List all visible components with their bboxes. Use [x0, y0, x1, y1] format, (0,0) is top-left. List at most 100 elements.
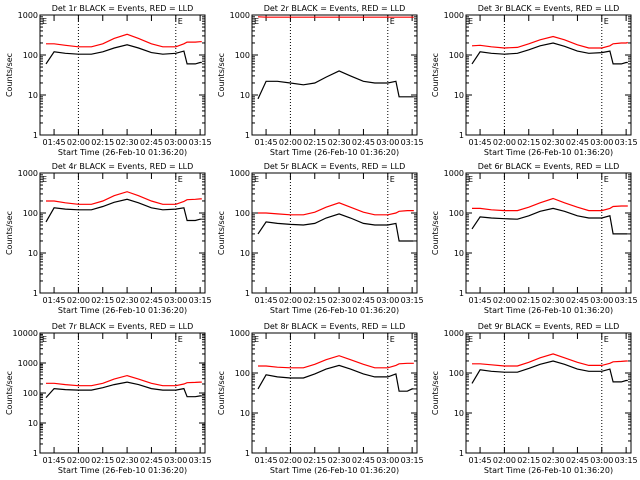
y-tick-label: 1: [245, 449, 250, 458]
y-tick-label: 1000: [444, 11, 464, 20]
x-tick-label: 02:45: [566, 296, 589, 305]
panel-title: Det 4r BLACK = Events, RED = LLD: [52, 162, 194, 171]
x-tick-label: 03:15: [615, 456, 638, 465]
x-tick-label: 03:00: [590, 296, 613, 305]
y-tick-label: 10: [28, 249, 38, 258]
plot-frame: [465, 332, 632, 454]
flag-label: E: [468, 335, 473, 344]
x-axis-label: Start Time (26-Feb-10 01:36:20): [484, 466, 613, 475]
y-axis-label: Counts/sec: [5, 371, 14, 415]
y-tick-label: 1000: [444, 169, 464, 178]
y-tick-label: 1: [459, 131, 464, 140]
series-line-events: [471, 360, 628, 384]
x-tick-label: 03:00: [590, 138, 613, 147]
y-tick-label: 1: [33, 289, 38, 298]
x-tick-label: 02:00: [67, 456, 90, 465]
x-tick-label: 01:45: [469, 456, 492, 465]
x-tick-label: 02:15: [517, 138, 540, 147]
x-tick-label: 03:00: [376, 456, 399, 465]
y-tick-label: 100: [449, 51, 464, 60]
x-tick-label: 02:30: [116, 138, 139, 147]
series-line-events: [45, 381, 202, 399]
x-tick-label: 01:45: [255, 138, 278, 147]
x-tick-label: 02:45: [140, 456, 163, 465]
x-tick-label: 02:30: [116, 456, 139, 465]
x-axis-label: Start Time (26-Feb-10 01:36:20): [270, 306, 399, 315]
y-tick-label: 1000: [444, 329, 464, 338]
y-tick-label: 10: [454, 91, 464, 100]
x-axis-label: Start Time (26-Feb-10 01:36:20): [270, 148, 399, 157]
y-tick-label: 1: [459, 449, 464, 458]
x-axis-label: Start Time (26-Feb-10 01:36:20): [58, 306, 187, 315]
series-line-events: [471, 42, 628, 65]
y-tick-label: 100: [235, 209, 250, 218]
x-tick-label: 02:30: [116, 296, 139, 305]
series-line-lld: [46, 374, 202, 387]
panel-title: Det 1r BLACK = Events, RED = LLD: [52, 4, 194, 13]
series-line-lld: [46, 191, 202, 205]
y-tick-label: 1: [245, 131, 250, 140]
y-tick-label: 1000: [18, 169, 38, 178]
flag-label: E: [254, 17, 259, 26]
plot-frame: [39, 332, 206, 454]
y-tick-label: 1: [245, 289, 250, 298]
panel-title: Det 3r BLACK = Events, RED = LLD: [478, 4, 620, 13]
plot-frame: [39, 14, 206, 136]
x-tick-label: 01:45: [43, 138, 66, 147]
y-tick-label: 100: [449, 209, 464, 218]
detector-panel-7: Det 7r BLACK = Events, RED = LLD 1 10 100 10…: [5, 322, 212, 475]
plot-frame: [39, 172, 206, 294]
flag-label: E: [42, 175, 47, 184]
series-line-lld: [258, 202, 414, 216]
x-tick-label: 02:15: [91, 296, 114, 305]
flag-label: E: [254, 335, 259, 344]
y-tick-label: 1000: [230, 329, 250, 338]
x-tick-label: 01:45: [469, 138, 492, 147]
y-axis-label: Counts/sec: [431, 371, 440, 415]
x-tick-label: 03:00: [164, 296, 187, 305]
x-tick-label: 02:30: [328, 296, 351, 305]
x-tick-label: 03:15: [189, 296, 212, 305]
y-tick-label: 1: [33, 449, 38, 458]
x-tick-label: 02:15: [517, 296, 540, 305]
x-tick-label: 03:15: [401, 296, 424, 305]
y-tick-label: 1000: [230, 11, 250, 20]
x-tick-label: 02:30: [328, 138, 351, 147]
flag-label: E: [42, 335, 47, 344]
y-tick-label: 10: [454, 409, 464, 418]
x-tick-label: 02:15: [91, 456, 114, 465]
flag-label: E: [604, 17, 609, 26]
y-axis-label: Counts/sec: [5, 211, 14, 255]
series-line-events: [45, 198, 202, 223]
detector-panel-1: Det 1r BLACK = Events, RED = LLD 1 10 100 10…: [5, 4, 212, 157]
flag-label: E: [390, 17, 395, 26]
detector-panel-5: Det 5r BLACK = Events, RED = LLD 1 10 100 10…: [217, 162, 424, 315]
y-tick-label: 10: [240, 249, 250, 258]
panel-title: Det 7r BLACK = Events, RED = LLD: [52, 322, 194, 331]
x-tick-label: 02:30: [542, 456, 565, 465]
flag-label: E: [178, 335, 183, 344]
plot-frame: [465, 172, 632, 294]
panel-title: Det 6r BLACK = Events, RED = LLD: [478, 162, 620, 171]
y-tick-label: 100: [23, 209, 38, 218]
x-tick-label: 03:00: [376, 138, 399, 147]
x-tick-label: 03:15: [401, 138, 424, 147]
flag-label: E: [178, 17, 183, 26]
x-tick-label: 03:15: [615, 296, 638, 305]
x-tick-label: 03:15: [401, 456, 424, 465]
x-tick-label: 03:00: [164, 456, 187, 465]
series-line-lld: [472, 353, 628, 367]
y-tick-label: 1000: [18, 359, 38, 368]
y-tick-label: 1: [33, 131, 38, 140]
flag-label: E: [390, 335, 395, 344]
y-tick-label: 10: [240, 91, 250, 100]
y-tick-label: 100: [23, 389, 38, 398]
series-line-events: [471, 207, 628, 235]
x-tick-label: 02:00: [279, 456, 302, 465]
x-tick-label: 02:15: [303, 296, 326, 305]
flag-label: E: [178, 175, 183, 184]
series-line-events: [257, 364, 414, 392]
x-tick-label: 02:00: [67, 296, 90, 305]
x-axis-label: Start Time (26-Feb-10 01:36:20): [58, 148, 187, 157]
y-tick-label: 1000: [18, 11, 38, 20]
